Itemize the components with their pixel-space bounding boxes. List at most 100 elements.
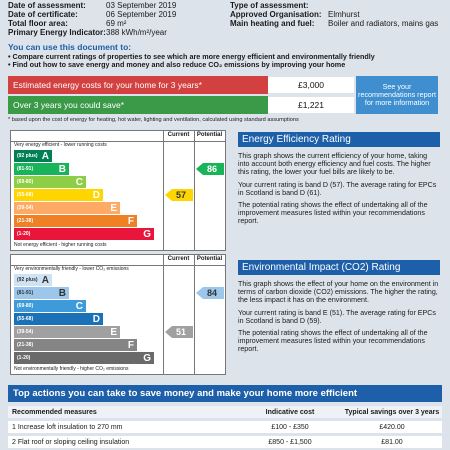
divider bbox=[11, 141, 225, 142]
header-right: Type of assessment: Approved Organisatio… bbox=[230, 1, 445, 28]
band-letter: E bbox=[110, 326, 117, 338]
band-range: (69-80) bbox=[17, 179, 34, 185]
band-range: (55-68) bbox=[17, 316, 34, 322]
panel-heading: Environmental Impact (CO2) Rating bbox=[238, 260, 440, 275]
band-letter: C bbox=[75, 176, 83, 188]
header-value: 03 September 2019 bbox=[106, 1, 177, 10]
header-value: 06 September 2019 bbox=[106, 10, 177, 19]
rating-band: (39-54) E bbox=[14, 326, 120, 338]
uses-title: You can use this document to: bbox=[8, 42, 132, 52]
column-header: Potential bbox=[196, 132, 223, 138]
table-header: Recommended measures Indicative cost Typic… bbox=[8, 406, 442, 418]
column-header: Recommended measures bbox=[12, 408, 97, 416]
rating-arrow: 51 bbox=[165, 326, 193, 338]
table-row: 2 Flat roof or sloping ceiling insulatio… bbox=[8, 436, 442, 448]
cost-note: See your recommendations report for more… bbox=[356, 76, 438, 114]
panel-text: This graph shows the current efficiency … bbox=[238, 152, 440, 230]
scale-label: Not environmentally friendly - higher CO… bbox=[14, 366, 129, 372]
band-range: (81-91) bbox=[17, 290, 34, 296]
band-range: (69-80) bbox=[17, 303, 34, 309]
band-letter: E bbox=[110, 202, 117, 214]
band-letter: D bbox=[92, 189, 100, 201]
scale-label: Not energy efficient - higher running co… bbox=[14, 242, 107, 248]
divider bbox=[163, 255, 164, 374]
band-range: (39-54) bbox=[17, 205, 34, 211]
column-header: Potential bbox=[196, 256, 223, 262]
rating-band: (55-68) D bbox=[14, 313, 103, 325]
rating-band: (55-68) D bbox=[14, 189, 103, 201]
header-label: Total floor area: bbox=[8, 19, 68, 28]
header-row: Date of assessment: 03 September 2019 bbox=[8, 1, 223, 10]
band-range: (21-38) bbox=[17, 218, 34, 224]
header-row: Primary Energy Indicator: 388 kWh/m²/year bbox=[8, 28, 223, 37]
header-left: Date of assessment: 03 September 2019 Date… bbox=[8, 1, 223, 37]
bullet: • Find out how to save energy and money … bbox=[8, 60, 346, 69]
actions-table: Recommended measures Indicative cost Typic… bbox=[8, 406, 442, 448]
cost-value: £3,000 bbox=[268, 77, 354, 93]
table-cell: £81.00 bbox=[381, 438, 403, 446]
band-letter: F bbox=[127, 339, 134, 351]
cost-label: Estimated energy costs for your home for… bbox=[8, 76, 268, 94]
environment-chart: Current Potential Very environmentally fri… bbox=[10, 254, 226, 375]
divider bbox=[163, 131, 164, 250]
rating-band: (69-80) C bbox=[14, 176, 86, 188]
panel-heading: Energy Efficiency Rating bbox=[238, 132, 440, 147]
band-range: (21-38) bbox=[17, 342, 34, 348]
header-row: Total floor area: 69 m² bbox=[8, 19, 223, 28]
rating-band: (1-20) G bbox=[14, 352, 154, 364]
band-range: (1-20) bbox=[17, 231, 31, 237]
header-value: 388 kWh/m²/year bbox=[106, 28, 167, 37]
header-row: Main heating and fuel: Boiler and radiato… bbox=[230, 19, 445, 28]
table-row: 1 Increase loft insulation to 270 mm £100… bbox=[8, 421, 442, 433]
header-label: Type of assessment: bbox=[230, 1, 309, 10]
rating-band: (21-38) F bbox=[14, 339, 137, 351]
table-cell: £420.00 bbox=[379, 423, 405, 431]
header-row: Date of certificate: 06 September 2019 bbox=[8, 10, 223, 19]
divider bbox=[194, 131, 195, 250]
band-letter: A bbox=[41, 274, 49, 286]
uses-list: • Compare current ratings of properties … bbox=[8, 53, 438, 69]
paragraph: The potential rating shows the effect of… bbox=[238, 201, 428, 226]
header-label: Date of assessment: bbox=[8, 1, 86, 10]
header-value: Elmhurst bbox=[328, 10, 360, 19]
band-letter: F bbox=[127, 215, 134, 227]
column-header: Current bbox=[167, 132, 190, 138]
band-range: (39-54) bbox=[17, 329, 34, 335]
cost-value: £1,221 bbox=[268, 97, 354, 113]
paragraph: This graph shows the current efficiency … bbox=[238, 152, 431, 177]
rating-band: (1-20) G bbox=[14, 228, 154, 240]
band-range: (92 plus) bbox=[17, 153, 38, 159]
band-range: (92 plus) bbox=[17, 277, 38, 283]
band-letter: C bbox=[75, 300, 83, 312]
footnote: * based upon the cost of energy for heat… bbox=[8, 117, 299, 123]
band-range: (1-20) bbox=[17, 355, 31, 361]
panel-text: This graph shows the effect of your home… bbox=[238, 280, 440, 358]
paragraph: Your current rating is band E (51). The … bbox=[238, 308, 436, 325]
band-letter: G bbox=[143, 228, 151, 240]
band-letter: B bbox=[58, 163, 66, 175]
band-range: (55-68) bbox=[17, 192, 34, 198]
table-cell: £100 - £350 bbox=[271, 423, 309, 431]
rating-band: (81-91) B bbox=[14, 163, 69, 175]
energy-chart: Current Potential Very energy efficient - … bbox=[10, 130, 226, 251]
paragraph: Your current rating is band D (57). The … bbox=[238, 180, 437, 197]
rating-band: (81-91) B bbox=[14, 287, 69, 299]
header-label: Date of certificate: bbox=[8, 10, 78, 19]
band-letter: A bbox=[41, 150, 49, 162]
column-header: Typical savings over 3 years bbox=[344, 408, 440, 416]
band-range: (81-91) bbox=[17, 166, 34, 172]
band-letter: G bbox=[143, 352, 151, 364]
rating-arrow: 84 bbox=[196, 287, 224, 299]
header-value: 69 m² bbox=[106, 19, 127, 28]
actions-title: Top actions you can take to save money a… bbox=[8, 385, 442, 402]
divider bbox=[194, 255, 195, 374]
header-label: Primary Energy Indicator: bbox=[8, 28, 106, 37]
column-header: Current bbox=[167, 256, 190, 262]
bullet: • Compare current ratings of properties … bbox=[8, 52, 375, 61]
header-row: Approved Organisation: Elmhurst bbox=[230, 10, 445, 19]
table-cell: 2 Flat roof or sloping ceiling insulatio… bbox=[12, 438, 130, 446]
paragraph: The potential rating shows the effect of… bbox=[238, 329, 428, 354]
header-label: Main heating and fuel: bbox=[230, 19, 315, 28]
rating-band: (69-80) C bbox=[14, 300, 86, 312]
